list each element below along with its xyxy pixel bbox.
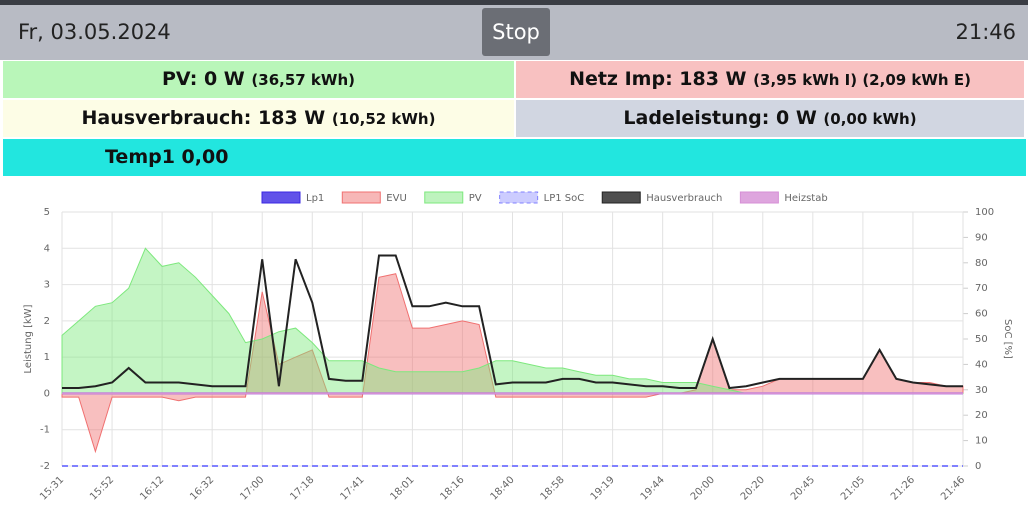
pv-tile: PV: 0 W (36,57 kWh) — [3, 61, 514, 98]
x-tick-label: 16:32 — [188, 474, 216, 502]
y-tick-label: 2 — [44, 316, 50, 327]
x-tick-label: 19:19 — [589, 474, 617, 502]
x-tick-label: 17:18 — [288, 474, 316, 502]
tile-detail: (0,00 kWh) — [823, 110, 917, 128]
y-tick-label: 1 — [44, 352, 50, 363]
y2-tick-label: 100 — [975, 207, 994, 218]
legend-swatch — [499, 191, 539, 204]
legend-label: Hausverbrauch — [646, 193, 722, 204]
legend-swatch — [424, 191, 464, 204]
legend-label: Lp1 — [306, 193, 324, 204]
top-bar — [0, 0, 1028, 5]
x-tick-label: 20:20 — [739, 474, 767, 502]
legend-swatch — [261, 191, 301, 204]
x-tick-label: 17:00 — [238, 474, 266, 502]
stop-button[interactable]: Stop — [482, 8, 550, 56]
temp-tile: Temp1 0,00 — [3, 139, 1026, 176]
line — [62, 254, 963, 390]
tile-label: PV: 0 W — [161, 68, 245, 90]
tile-detail: (10,52 kWh) — [331, 110, 436, 128]
x-tick-label: 16:12 — [138, 474, 166, 502]
header: Fr, 03.05.2024 Stop 21:46 — [0, 5, 1028, 60]
y2-tick-label: 0 — [975, 461, 981, 472]
x-tick-label: 17:41 — [338, 474, 366, 502]
x-tick-label: 20:00 — [689, 474, 717, 502]
x-tick-label: 18:58 — [539, 474, 567, 502]
netz-tile: Netz Imp: 183 W (3,95 kWh I) (2,09 kWh E… — [516, 61, 1024, 98]
y-tick-label: 4 — [44, 243, 50, 254]
y-tick-label: -1 — [40, 425, 50, 436]
y2-axis-label: SoC [%] — [1002, 319, 1013, 359]
y-tick-label: -2 — [40, 461, 50, 472]
y2-tick-label: 10 — [975, 436, 988, 447]
y-tick-label: 0 — [44, 388, 50, 399]
legend-label: Heizstab — [784, 193, 827, 204]
y2-tick-label: 50 — [975, 334, 988, 345]
x-tick-label: 21:46 — [939, 474, 967, 502]
x-tick-label: 18:16 — [439, 474, 467, 502]
haus-tile: Hausverbrauch: 183 W (10,52 kWh) — [3, 100, 514, 137]
legend-label: EVU — [386, 193, 406, 204]
x-tick-label: 21:26 — [889, 474, 917, 502]
y2-tick-label: 90 — [975, 232, 988, 243]
y2-tick-label: 70 — [975, 283, 988, 294]
legend-label: LP1 SoC — [544, 193, 585, 204]
time: 21:46 — [955, 20, 1016, 44]
y-axis-label: Leistung [kW] — [23, 304, 34, 373]
x-tick-label: 18:40 — [489, 474, 517, 502]
legend-label: PV — [469, 193, 482, 204]
tile-detail: (3,95 kWh I) (2,09 kWh E) — [753, 71, 971, 89]
date: Fr, 03.05.2024 — [18, 20, 171, 44]
tile-detail: (36,57 kWh) — [251, 71, 355, 89]
tile-label: Hausverbrauch: 183 W — [81, 107, 326, 129]
x-tick-label: 19:44 — [639, 474, 667, 502]
y-tick-label: 3 — [44, 280, 50, 291]
legend-swatch — [601, 191, 641, 204]
x-tick-label: 20:45 — [789, 474, 817, 502]
y2-tick-label: 30 — [975, 385, 988, 396]
y2-tick-label: 60 — [975, 309, 988, 320]
x-tick-label: 18:01 — [388, 474, 416, 502]
x-tick-label: 21:05 — [839, 474, 867, 502]
x-tick-label: 15:52 — [88, 474, 116, 502]
legend-swatch — [739, 191, 779, 204]
y-tick-label: 5 — [44, 207, 50, 218]
tile-label: Ladeleistung: 0 W — [623, 107, 817, 129]
y2-tick-label: 20 — [975, 410, 988, 421]
legend-swatch — [341, 191, 381, 204]
x-tick-label: 15:31 — [38, 474, 66, 502]
lade-tile: Ladeleistung: 0 W (0,00 kWh) — [516, 100, 1024, 137]
tile-label: Netz Imp: 183 W — [569, 68, 747, 90]
y2-tick-label: 40 — [975, 359, 988, 370]
tile-label: Temp1 0,00 — [105, 146, 229, 168]
y2-tick-label: 80 — [975, 258, 988, 269]
